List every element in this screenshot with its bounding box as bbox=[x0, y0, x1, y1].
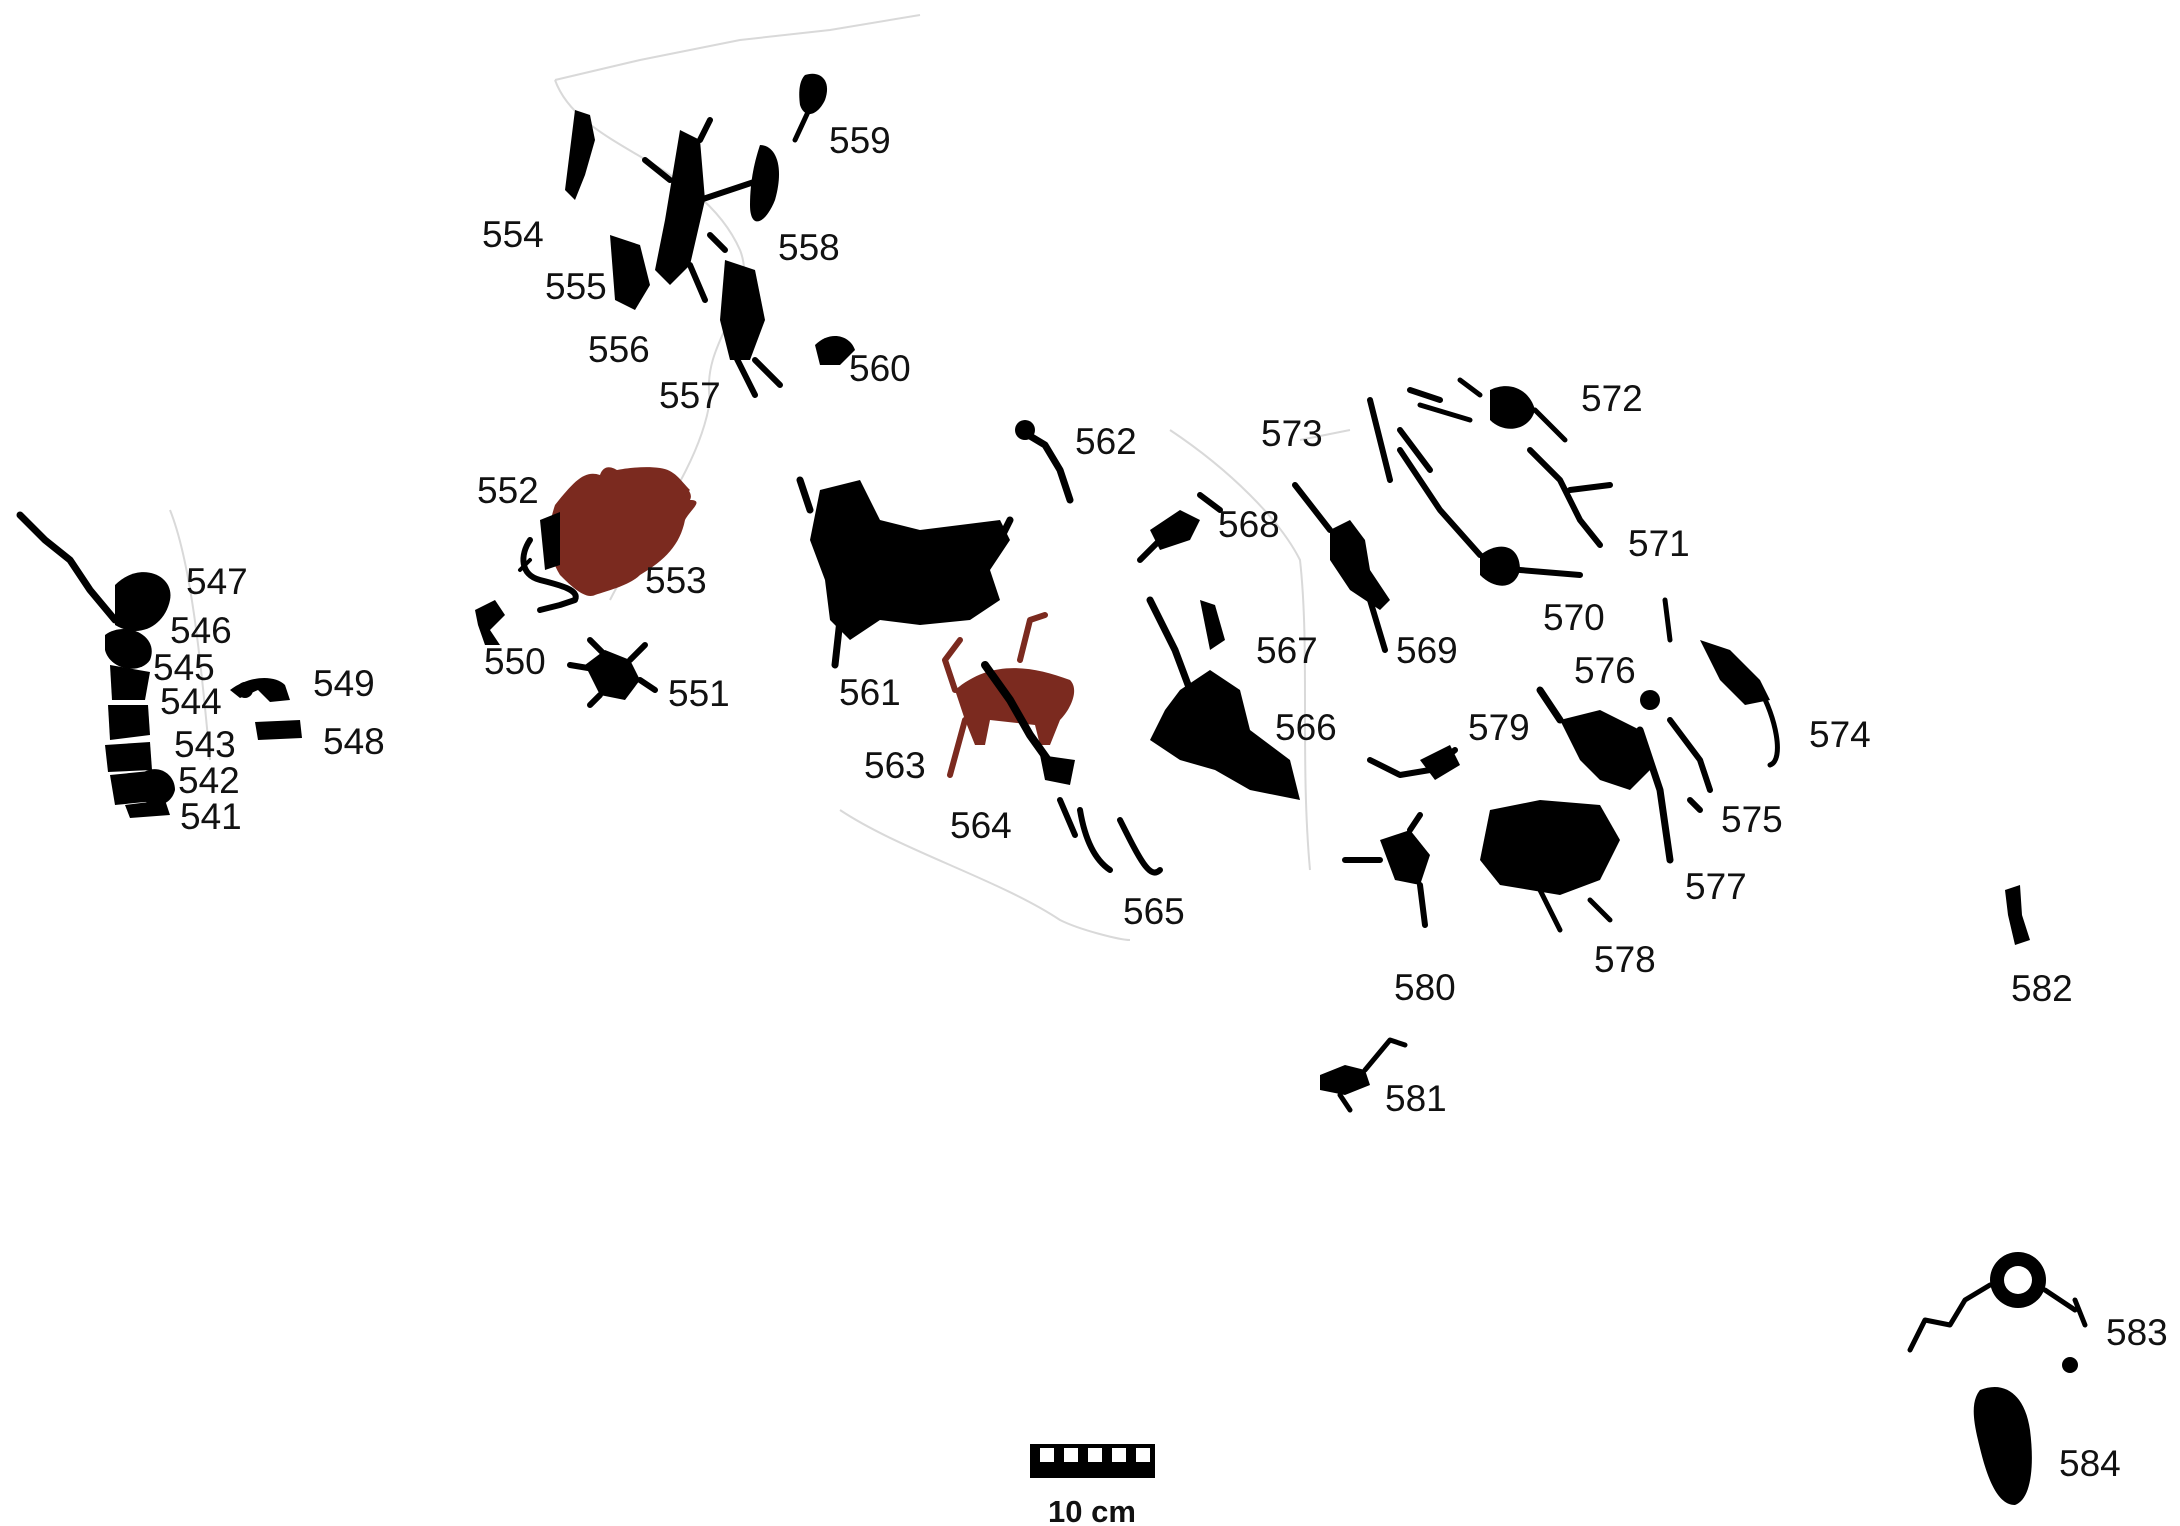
figure-565 bbox=[1057, 797, 1163, 876]
label-551: 551 bbox=[668, 673, 730, 714]
figure-583 bbox=[1907, 1252, 2088, 1373]
scale-bar: 10 cm bbox=[1030, 1444, 1155, 1526]
figure-572 bbox=[1417, 377, 1568, 443]
scale-bar-segment bbox=[1112, 1448, 1126, 1462]
label-552: 552 bbox=[477, 470, 539, 511]
label-566: 566 bbox=[1275, 707, 1337, 748]
label-543: 543 bbox=[174, 724, 236, 765]
label-547: 547 bbox=[186, 561, 248, 602]
label-576: 576 bbox=[1574, 650, 1636, 691]
label-563: 563 bbox=[864, 745, 926, 786]
label-544: 544 bbox=[160, 681, 222, 722]
figure-560 bbox=[815, 335, 855, 365]
label-568: 568 bbox=[1218, 504, 1280, 545]
figure-570 bbox=[1397, 447, 1583, 586]
figure-575 bbox=[1667, 717, 1713, 813]
label-542: 542 bbox=[178, 760, 240, 801]
label-561: 561 bbox=[839, 672, 901, 713]
figure-568 bbox=[1137, 492, 1223, 563]
figure-558 bbox=[750, 145, 780, 222]
label-550: 550 bbox=[484, 641, 546, 682]
figure-569 bbox=[1292, 482, 1390, 653]
figure-561 bbox=[796, 476, 1014, 669]
figure-567 bbox=[1200, 600, 1225, 650]
figure-581 bbox=[1320, 1037, 1408, 1113]
label-553: 553 bbox=[645, 560, 707, 601]
label-572: 572 bbox=[1581, 378, 1643, 419]
figure-573 bbox=[1367, 387, 1443, 483]
figure-578 bbox=[1480, 800, 1620, 933]
label-541: 541 bbox=[180, 796, 242, 837]
scale-bar-segment bbox=[1088, 1448, 1102, 1462]
figure-group-541-547 bbox=[16, 511, 175, 818]
label-578: 578 bbox=[1594, 939, 1656, 980]
label-570: 570 bbox=[1543, 597, 1605, 638]
figure-584 bbox=[1973, 1386, 2032, 1505]
label-560: 560 bbox=[849, 348, 911, 389]
scale-bar-label: 10 cm bbox=[1048, 1494, 1136, 1526]
label-554: 554 bbox=[482, 214, 544, 255]
figure-576 bbox=[1640, 597, 1673, 710]
label-557: 557 bbox=[659, 375, 721, 416]
label-555: 555 bbox=[545, 266, 607, 307]
label-567: 567 bbox=[1256, 630, 1318, 671]
figure-564 bbox=[981, 661, 1075, 785]
figure-550 bbox=[475, 600, 505, 645]
label-574: 574 bbox=[1809, 714, 1871, 755]
label-581: 581 bbox=[1385, 1078, 1447, 1119]
label-583: 583 bbox=[2106, 1312, 2168, 1353]
figure-549 bbox=[230, 678, 290, 702]
figure-555 bbox=[642, 117, 763, 303]
figure-580 bbox=[1342, 812, 1430, 928]
label-548: 548 bbox=[323, 721, 385, 762]
scale-bar-segment bbox=[1040, 1448, 1054, 1462]
scale-bar-segment bbox=[1136, 1448, 1150, 1462]
label-562: 562 bbox=[1075, 421, 1137, 462]
label-564: 564 bbox=[950, 805, 1012, 846]
figure-552-553 bbox=[518, 467, 697, 613]
label-571: 571 bbox=[1628, 523, 1690, 564]
figure-556 bbox=[610, 235, 650, 310]
label-549: 549 bbox=[313, 663, 375, 704]
figure-554 bbox=[565, 110, 595, 200]
figure-562 bbox=[1015, 420, 1074, 504]
label-565: 565 bbox=[1123, 891, 1185, 932]
label-573: 573 bbox=[1261, 413, 1323, 454]
figure-582 bbox=[2005, 885, 2030, 945]
label-558: 558 bbox=[778, 227, 840, 268]
figure-559 bbox=[792, 73, 828, 143]
label-569: 569 bbox=[1396, 630, 1458, 671]
label-546: 546 bbox=[170, 610, 232, 651]
label-580: 580 bbox=[1394, 967, 1456, 1008]
figure-577 bbox=[1536, 686, 1674, 864]
figure-566 bbox=[1146, 596, 1300, 800]
figure-labels: 541 542 543 544 545 546 547 548 549 550 … bbox=[153, 120, 2168, 1484]
figure-551 bbox=[567, 637, 658, 708]
label-582: 582 bbox=[2011, 968, 2073, 1009]
figure-571 bbox=[1527, 447, 1613, 548]
label-577: 577 bbox=[1685, 866, 1747, 907]
figure-574 bbox=[1700, 640, 1780, 768]
label-545: 545 bbox=[153, 647, 215, 688]
label-559: 559 bbox=[829, 120, 891, 161]
label-579: 579 bbox=[1468, 707, 1530, 748]
label-556: 556 bbox=[588, 329, 650, 370]
label-584: 584 bbox=[2059, 1443, 2121, 1484]
scale-bar-segment bbox=[1064, 1448, 1078, 1462]
figure-548 bbox=[255, 720, 302, 740]
figure-579 bbox=[1367, 745, 1460, 780]
figure-557 bbox=[707, 232, 783, 398]
label-575: 575 bbox=[1721, 799, 1783, 840]
